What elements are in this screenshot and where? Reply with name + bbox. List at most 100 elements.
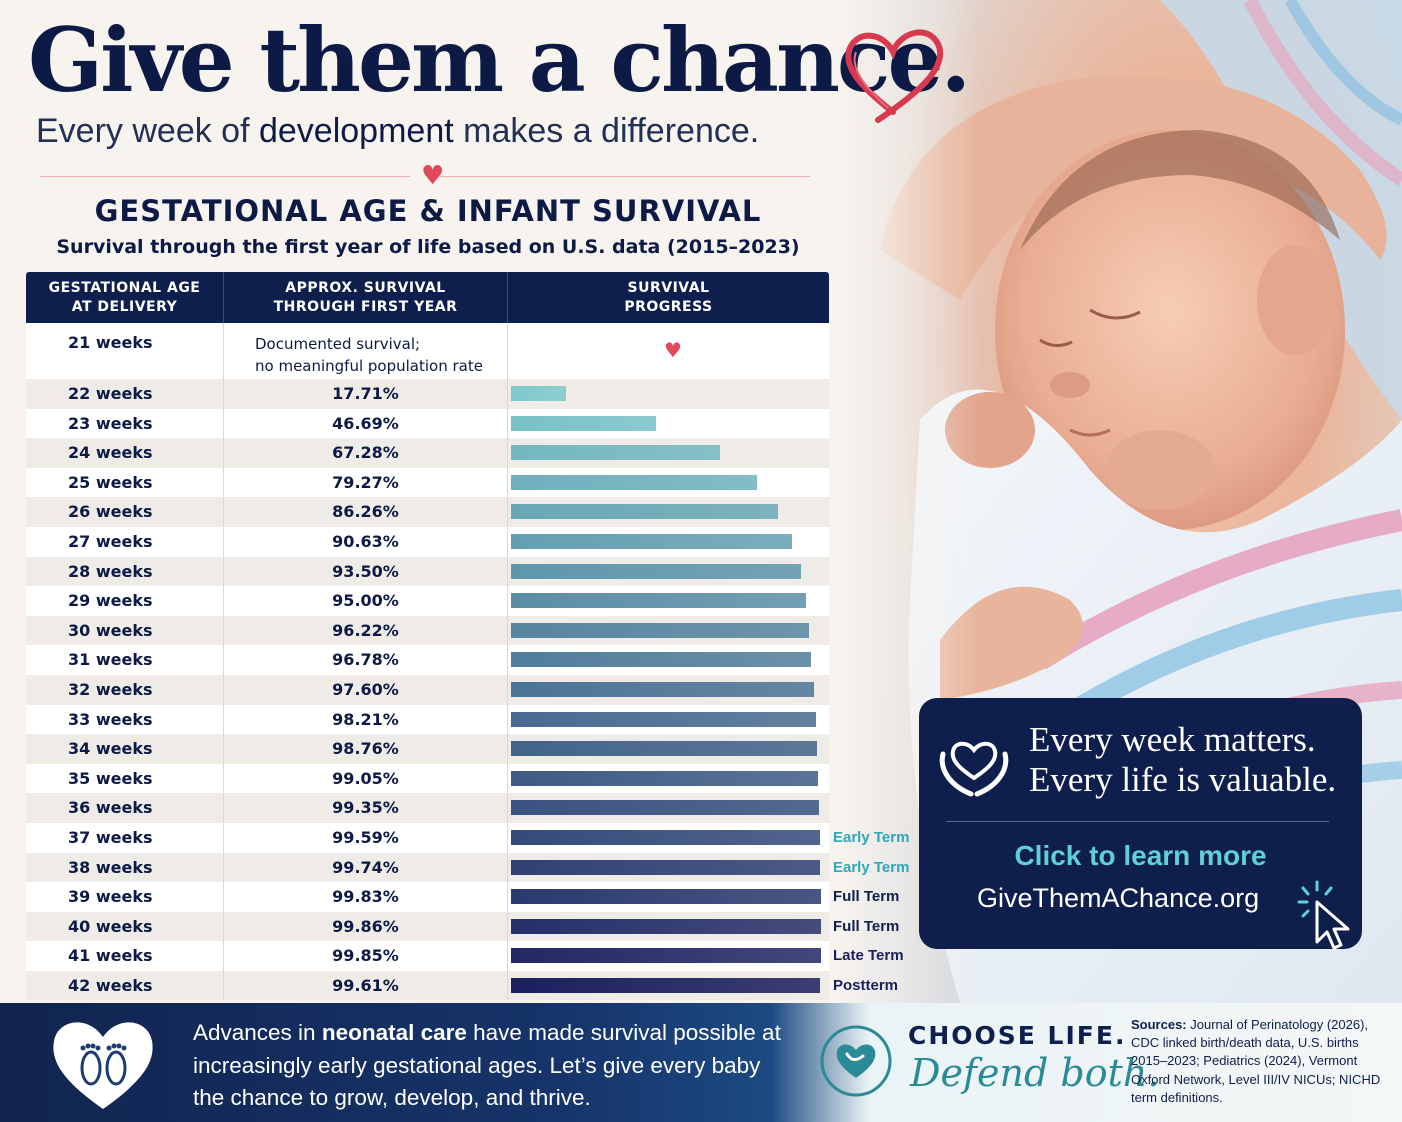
table-row: 26 weeks 86.26%: [26, 497, 829, 527]
row-survival-rate: 99.35%: [223, 793, 507, 823]
survival-bar: [511, 770, 819, 786]
sources: Sources: Journal of Perinatology (2026),…: [1131, 1017, 1381, 1105]
row-week: 25 weeks: [68, 472, 153, 492]
footer-message: Advances in neonatal care have made surv…: [193, 1020, 781, 1111]
survival-bar: [511, 445, 720, 461]
row-progress: [507, 438, 829, 468]
cta-card[interactable]: Every week matters. Every life is valuab…: [919, 698, 1362, 950]
defend-both-tagline: Defend both.: [910, 1051, 1160, 1095]
row-progress: [507, 852, 829, 883]
table-row: 28 weeks 93.50%: [26, 556, 829, 587]
column-header-age: GESTATIONAL AGE AT DELIVERY: [48, 279, 201, 315]
row-week: 22 weeks: [68, 384, 153, 403]
choose-life-title: CHOOSE LIFE.: [908, 1021, 1127, 1050]
table-row: 31 weeks 96.78%: [26, 645, 829, 675]
heart-hands-icon: [939, 741, 1009, 797]
website-link[interactable]: GiveThemAChance.org: [977, 883, 1260, 913]
survival-bar: [511, 859, 821, 875]
chart-title: GESTATIONAL AGE & INFANT SURVIVAL: [94, 194, 762, 228]
row-progress: [507, 526, 829, 557]
table-row: 40 weeks 99.86% Full Term: [26, 911, 899, 942]
learn-more-link[interactable]: Click to learn more: [1014, 840, 1267, 871]
survival-bar: [511, 563, 801, 579]
column-header-survival: APPROX. SURVIVAL THROUGH FIRST YEAR: [223, 272, 507, 323]
row-survival-rate: 95.00%: [223, 586, 507, 616]
row-progress: [507, 734, 829, 764]
heart-badge-icon: [820, 1025, 892, 1097]
row-week: 37 weeks: [68, 827, 153, 847]
survival-bar: [511, 977, 820, 993]
heart-icon: [845, 29, 944, 123]
row-week: 21 weeks: [68, 333, 153, 352]
chart-subtitle: Survival through the first year of life …: [56, 236, 800, 258]
term-label: Full Term: [833, 917, 900, 935]
row-progress: [507, 704, 829, 735]
term-label: Late Term: [833, 947, 904, 965]
row-progress: [507, 467, 829, 498]
term-label: Early Term: [833, 858, 910, 876]
row-week: 23 weeks: [68, 413, 153, 433]
row-progress: [507, 556, 829, 587]
row-survival-rate: 79.27%: [223, 467, 507, 498]
table-row: 34 weeks 98.76%: [26, 734, 829, 764]
row-progress: [507, 586, 829, 616]
section-divider: [40, 176, 810, 178]
row-progress: [507, 379, 829, 409]
row-survival-rate: 67.28%: [223, 438, 507, 468]
row-week: 28 weeks: [68, 561, 153, 581]
row-progress: ♥: [507, 323, 829, 379]
row-week: 33 weeks: [68, 709, 153, 729]
table-rows: 22 weeks 17.71% 23 weeks 46.69% 24 weeks 67.2…: [26, 379, 909, 1001]
table-row: 33 weeks 98.21%: [26, 704, 829, 735]
cta-heading-line1: Every week matters.: [1029, 720, 1316, 759]
row-week: 39 weeks: [68, 887, 153, 907]
row-week: 36 weeks: [68, 798, 153, 818]
table-row: 29 weeks 95.00%: [26, 586, 829, 616]
column-header-progress: SURVIVAL PROGRESS: [507, 272, 829, 323]
table-row: 25 weeks 79.27%: [26, 467, 829, 498]
row-survival-rate: 99.86%: [223, 911, 507, 942]
term-label: Postterm: [833, 976, 899, 994]
row-week: 40 weeks: [68, 916, 153, 936]
row-week: 38 weeks: [68, 857, 153, 877]
row-progress: [507, 615, 829, 646]
survival-bar: [511, 533, 792, 549]
table-row: 38 weeks 99.74% Early Term: [26, 852, 909, 883]
row-note: Documented survival; no meaningful popul…: [223, 323, 507, 379]
row-week: 29 weeks: [68, 591, 153, 611]
footer: Advances in neonatal care have made surv…: [0, 1003, 1402, 1122]
row-survival-rate: 93.50%: [223, 556, 507, 587]
table-row: 36 weeks 99.35%: [26, 793, 829, 823]
heart-icon: ♥: [664, 338, 682, 362]
cta-heading-line2: Every life is valuable.: [1029, 760, 1337, 799]
row-survival-rate: 98.76%: [223, 734, 507, 764]
row-week: 26 weeks: [68, 502, 153, 522]
survival-bar: [511, 711, 816, 727]
row-survival-rate: 98.21%: [223, 704, 507, 735]
table-row: 27 weeks 90.63%: [26, 526, 829, 557]
row-progress: [507, 793, 829, 823]
survival-bar: [511, 889, 821, 905]
row-week: 42 weeks: [68, 975, 153, 995]
term-label: Early Term: [833, 828, 910, 846]
row-week: 31 weeks: [68, 650, 153, 670]
row-survival-rate: 99.85%: [223, 941, 507, 971]
survival-bar: [511, 741, 818, 757]
table-row: 22 weeks 17.71%: [26, 379, 829, 409]
row-week: 35 weeks: [68, 768, 153, 788]
table-row: 41 weeks 99.85% Late Term: [26, 941, 904, 971]
row-week: 30 weeks: [68, 620, 153, 640]
row-progress: [507, 911, 829, 942]
survival-bar: [511, 829, 820, 845]
cursor-icon: [1297, 880, 1350, 950]
row-progress: [507, 674, 829, 705]
term-label: Full Term: [833, 888, 900, 906]
survival-bar: [511, 948, 821, 964]
survival-bar: [511, 652, 811, 668]
subline: Every week of development makes a differ…: [36, 112, 760, 150]
survival-bar: [511, 415, 656, 431]
row-survival-rate: 99.61%: [223, 970, 507, 1001]
survival-bar: [511, 681, 814, 697]
row-week: 34 weeks: [68, 739, 153, 759]
row-week: 27 weeks: [68, 531, 153, 551]
